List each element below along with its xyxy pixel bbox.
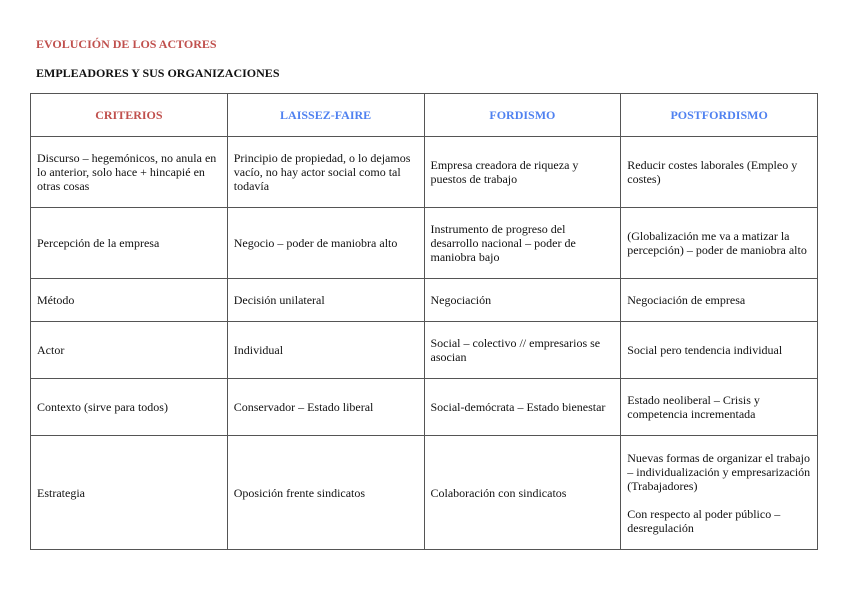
cell-text: Colaboración con sindicatos [430, 485, 567, 500]
table-cell: Negociación de empresa [620, 278, 818, 322]
cell-text: Social-demócrata – Estado bienestar [430, 400, 606, 414]
cell-text: Negociación [430, 293, 492, 307]
table-cell: Conservador – Estado liberal [226, 378, 425, 436]
cell-text: Instrumento de progreso del desarrollo n… [430, 222, 576, 264]
table-cell: Oposición frente sindicatos [226, 435, 425, 550]
cell-text: Social – colectivo // empresarios se aso… [430, 336, 601, 364]
table-cell: Percepción de la empresa [30, 207, 228, 279]
cell-text: Percepción de la empresa [37, 236, 160, 250]
cell-text: Conservador – Estado liberal [233, 400, 374, 414]
table-cell: Método [30, 278, 228, 322]
cell-text: Individual [233, 343, 284, 357]
table-row: Discurso – hegemónicos, no anula en lo a… [30, 136, 818, 208]
cell-text: (Globalización me va a matizar la percep… [627, 229, 807, 257]
table-cell: Estrategia [30, 435, 228, 550]
header-laissez-faire: LAISSEZ-FAIRE [226, 93, 425, 137]
cell-text: Discurso – hegemónicos, no anula en lo a… [37, 151, 217, 193]
table-row: Estrategia Oposición frente sindicatos Col… [30, 435, 818, 550]
document-subtitle: EMPLEADORES Y SUS ORGANIZACIONES [36, 66, 280, 80]
cell-text: Principio de propiedad, o lo dejamos vac… [233, 151, 411, 193]
cell-text: Método [37, 293, 75, 307]
header-postfordismo: POSTFORDISMO [620, 93, 818, 137]
cell-text: Decisión unilateral [233, 293, 325, 307]
table-cell: Negocio – poder de maniobra alto [226, 207, 425, 279]
table-cell: Instrumento de progreso del desarrollo n… [423, 207, 622, 279]
table-cell: Empresa creadora de riqueza y puestos de… [423, 136, 622, 208]
cell-text: Negocio – poder de maniobra alto [233, 236, 398, 250]
table-cell: Actor [30, 321, 228, 379]
cell-text: Estrategia [37, 485, 85, 500]
table-row: Método Decisión unilateral Negociación Nego… [30, 278, 818, 322]
actors-table: CRITERIOS LAISSEZ-FAIRE FORDISMO POSTFOR… [30, 93, 818, 550]
cell-text: Contexto (sirve para todos) [37, 400, 168, 414]
cell-text: Social pero tendencia individual [627, 343, 783, 357]
cell-text: Estado neoliberal – Crisis y competencia… [627, 393, 760, 421]
table-row: Actor Individual Social – colectivo // emp… [30, 321, 818, 379]
table-row: Percepción de la empresa Negocio – poder … [30, 207, 818, 279]
table-cell: Principio de propiedad, o lo dejamos vac… [226, 136, 425, 208]
table-cell: (Globalización me va a matizar la percep… [620, 207, 818, 279]
table-cell: Decisión unilateral [226, 278, 425, 322]
document-title: EVOLUCIÓN DE LOS ACTORES [36, 37, 217, 51]
cell-text: Nuevas formas de organizar el trabajo – … [627, 450, 811, 493]
table-header-row: CRITERIOS LAISSEZ-FAIRE FORDISMO POSTFOR… [30, 93, 818, 137]
cell-text: Actor [37, 343, 65, 357]
table-cell: Reducir costes laborales (Empleo y coste… [620, 136, 818, 208]
table-cell: Estado neoliberal – Crisis y competencia… [620, 378, 818, 436]
table-row: Contexto (sirve para todos) Conservador –… [30, 378, 818, 436]
cell-text-extra: Con respecto al poder público – desregul… [627, 506, 781, 535]
table-cell: Contexto (sirve para todos) [30, 378, 228, 436]
cell-text: Oposición frente sindicatos [233, 485, 366, 500]
table-cell: Nuevas formas de organizar el trabajo – … [620, 435, 818, 550]
cell-text: Empresa creadora de riqueza y puestos de… [430, 158, 579, 186]
table-cell: Social pero tendencia individual [620, 321, 818, 379]
table-cell: Colaboración con sindicatos [423, 435, 622, 550]
cell-text: Negociación de empresa [627, 293, 746, 307]
header-fordismo: FORDISMO [423, 93, 622, 137]
table-cell: Negociación [423, 278, 622, 322]
cell-text: Reducir costes laborales (Empleo y coste… [627, 158, 798, 186]
table-cell: Social – colectivo // empresarios se aso… [423, 321, 622, 379]
table-cell: Discurso – hegemónicos, no anula en lo a… [30, 136, 228, 208]
table-cell: Social-demócrata – Estado bienestar [423, 378, 622, 436]
table-cell: Individual [226, 321, 425, 379]
header-criterios: CRITERIOS [30, 93, 228, 137]
